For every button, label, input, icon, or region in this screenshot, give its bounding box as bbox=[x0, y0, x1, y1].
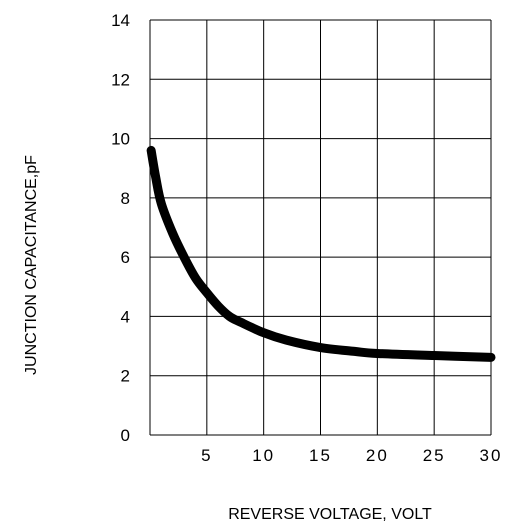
y-tick-label-12: 12 bbox=[111, 70, 130, 89]
x-tick-label-5: 5 bbox=[201, 446, 212, 465]
x-axis-label: REVERSE VOLTAGE, VOLT bbox=[228, 506, 432, 523]
y-tick-label-6: 6 bbox=[121, 248, 130, 267]
y-tick-label-0: 0 bbox=[121, 426, 130, 445]
grid-lines bbox=[149, 19, 492, 436]
x-tick-label-10: 10 bbox=[252, 446, 275, 465]
y-tick-label-2: 2 bbox=[121, 367, 130, 386]
x-tick-label-20: 20 bbox=[366, 446, 389, 465]
y-tick-label-8: 8 bbox=[121, 189, 130, 208]
y-tick-label-10: 10 bbox=[111, 130, 130, 149]
x-tick-label-30: 30 bbox=[480, 446, 503, 465]
y-tick-label-4: 4 bbox=[121, 307, 130, 326]
series-line-0 bbox=[146, 145, 496, 362]
tick-labels: 5 10 15 20 25 30 0 2 4 6 8 10 12 14 bbox=[111, 11, 503, 465]
x-tick-label-15: 15 bbox=[309, 446, 332, 465]
x-tick-label-25: 25 bbox=[423, 446, 446, 465]
y-axis-label: JUNCTION CAPACITANCE,pF bbox=[23, 155, 40, 375]
y-tick-label-14: 14 bbox=[111, 11, 130, 30]
data-series bbox=[146, 145, 496, 362]
